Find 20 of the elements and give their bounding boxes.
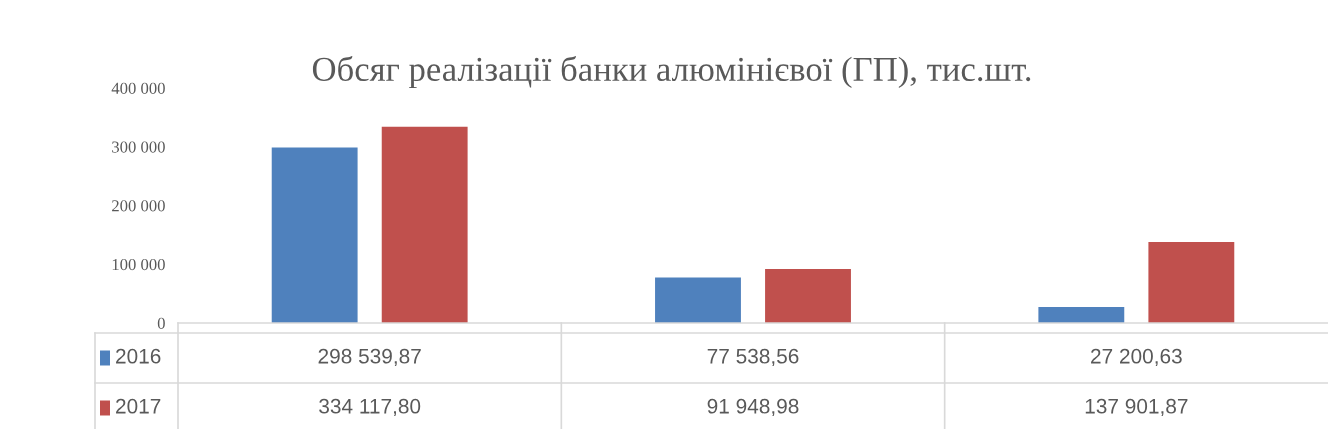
data-label: 334 117,80 [319, 398, 421, 417]
y-tick-label: 300 000 [112, 141, 165, 153]
y-tick-label: 0 [157, 317, 165, 329]
chart-title: Обсяг реалізації банки алюмінієвої (ГП), тис.шт. [312, 55, 1031, 89]
bar [1038, 307, 1125, 323]
y-tick-label: 200 000 [112, 200, 165, 212]
bar [765, 268, 851, 323]
y-tick-label: 400 000 [111, 82, 165, 94]
data-label: 27 200,63 [1091, 348, 1182, 367]
data-label: 137 901,87 [1085, 398, 1188, 417]
legend-label: 2016 [116, 348, 161, 364]
bar [381, 126, 468, 323]
bar [655, 277, 741, 323]
bar [271, 147, 358, 323]
bar [1148, 241, 1235, 323]
data-label: 298 539,87 [318, 348, 421, 367]
y-tick-label: 100 000 [112, 258, 165, 271]
data-label: 91 948,98 [707, 398, 799, 417]
data-label: 77 538,56 [707, 348, 799, 367]
legend-label: 2017 [116, 398, 161, 414]
